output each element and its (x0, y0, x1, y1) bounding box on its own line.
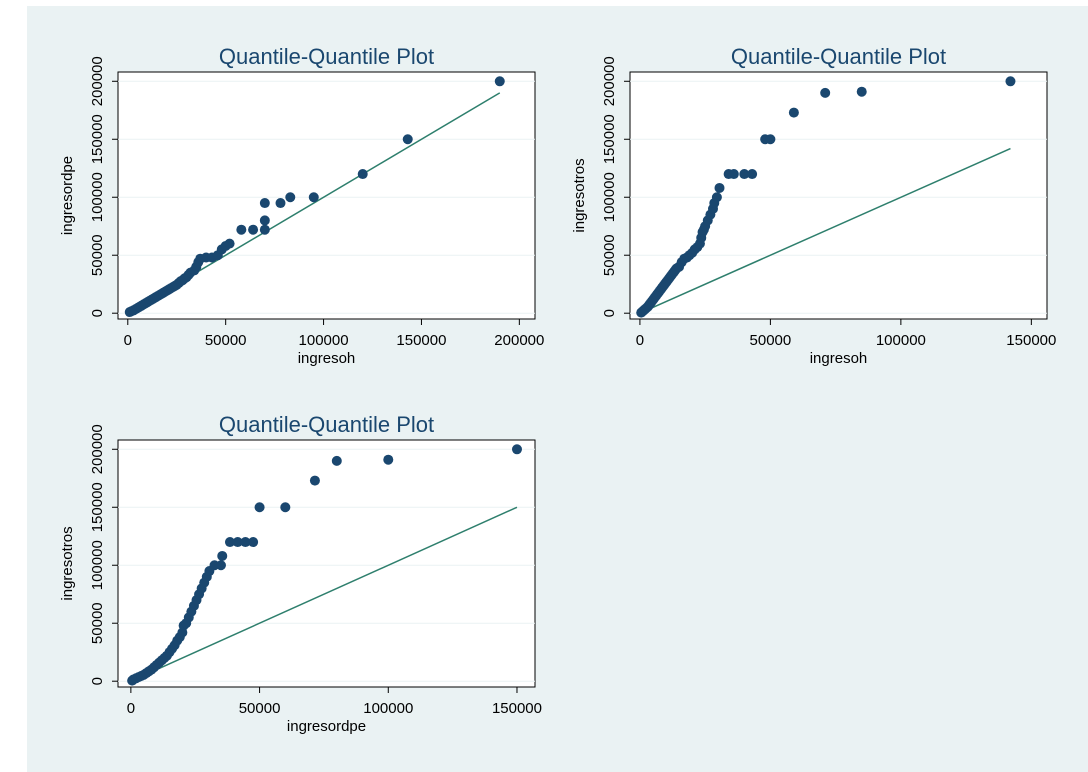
y-tick-label: 150000 (601, 114, 618, 164)
data-point (728, 169, 739, 180)
data-point (248, 224, 259, 235)
x-axis-title: ingresoh (810, 350, 868, 367)
x-tick-label: 150000 (492, 700, 542, 717)
data-point (224, 238, 235, 249)
y-axis-title: ingresotros (59, 526, 76, 600)
x-axis-title: ingresoh (298, 350, 356, 367)
x-tick-label: 200000 (494, 332, 544, 349)
data-point (259, 198, 270, 209)
qq-panel-1: 0 50000 100000 150000 200000 0 50000 100000 1500… (59, 44, 544, 367)
y-tick-label: 200000 (601, 56, 618, 106)
data-point (232, 537, 243, 548)
y-tick-label: 100000 (601, 172, 618, 222)
y-tick-label: 150000 (89, 114, 106, 164)
data-point (248, 537, 259, 548)
chart-title: Quantile-Quantile Plot (219, 412, 434, 437)
data-point (309, 475, 320, 486)
x-tick-label: 0 (636, 332, 644, 349)
chart-title: Quantile-Quantile Plot (219, 44, 434, 69)
data-point (236, 224, 247, 235)
data-point (788, 107, 799, 118)
data-point (383, 454, 394, 465)
y-tick-label: 200000 (89, 424, 106, 474)
data-point (714, 182, 725, 193)
plot-area (629, 71, 1048, 320)
x-tick-label: 50000 (239, 700, 281, 717)
data-point (215, 560, 226, 571)
x-axis-title: ingresordpe (287, 718, 366, 735)
x-tick-label: 50000 (750, 332, 792, 349)
qq-panel-3: 0 50000 100000 150000 0 50000 100000 150000 2000… (59, 412, 542, 735)
x-tick-label: 100000 (299, 332, 349, 349)
y-tick-label: 50000 (601, 234, 618, 276)
x-tick-label: 0 (124, 332, 132, 349)
data-point (275, 198, 286, 209)
data-point (511, 444, 522, 455)
y-axis-title: ingresotros (571, 158, 588, 232)
data-point (254, 502, 265, 513)
data-point (308, 192, 319, 203)
y-tick-label: 0 (89, 309, 106, 317)
y-tick-label: 0 (601, 309, 618, 317)
y-tick-label: 100000 (89, 172, 106, 222)
x-tick-label: 150000 (1006, 332, 1056, 349)
reference-line (130, 506, 518, 682)
x-tick-label: 100000 (876, 332, 926, 349)
reference-line (639, 147, 1011, 314)
qq-panel-2: 0 50000 100000 150000 0 50000 100000 150000 2000… (571, 44, 1056, 367)
y-tick-label: 50000 (89, 602, 106, 644)
plot-area (117, 439, 536, 688)
data-point (739, 169, 750, 180)
data-point (1005, 76, 1016, 87)
chart-title: Quantile-Quantile Plot (731, 44, 946, 69)
data-point (711, 192, 722, 203)
y-tick-label: 0 (89, 677, 106, 685)
data-point (240, 537, 251, 548)
data-point (280, 502, 291, 513)
y-tick-label: 50000 (89, 234, 106, 276)
y-tick-label: 150000 (89, 482, 106, 532)
data-point (259, 224, 270, 235)
data-point (259, 215, 270, 226)
y-tick-label: 100000 (89, 540, 106, 590)
y-axis-title: ingresordpe (59, 156, 76, 235)
data-point (357, 169, 368, 180)
x-tick-label: 50000 (205, 332, 247, 349)
data-point (331, 455, 342, 466)
data-point (224, 537, 235, 548)
x-tick-label: 150000 (396, 332, 446, 349)
data-point (820, 87, 831, 98)
data-point (765, 134, 776, 145)
data-point (217, 550, 228, 561)
data-point (856, 86, 867, 97)
x-tick-label: 100000 (363, 700, 413, 717)
y-tick-label: 200000 (89, 56, 106, 106)
data-point (285, 192, 296, 203)
data-point (494, 76, 505, 87)
data-point (747, 169, 758, 180)
x-tick-label: 0 (127, 700, 135, 717)
data-point (402, 134, 413, 145)
